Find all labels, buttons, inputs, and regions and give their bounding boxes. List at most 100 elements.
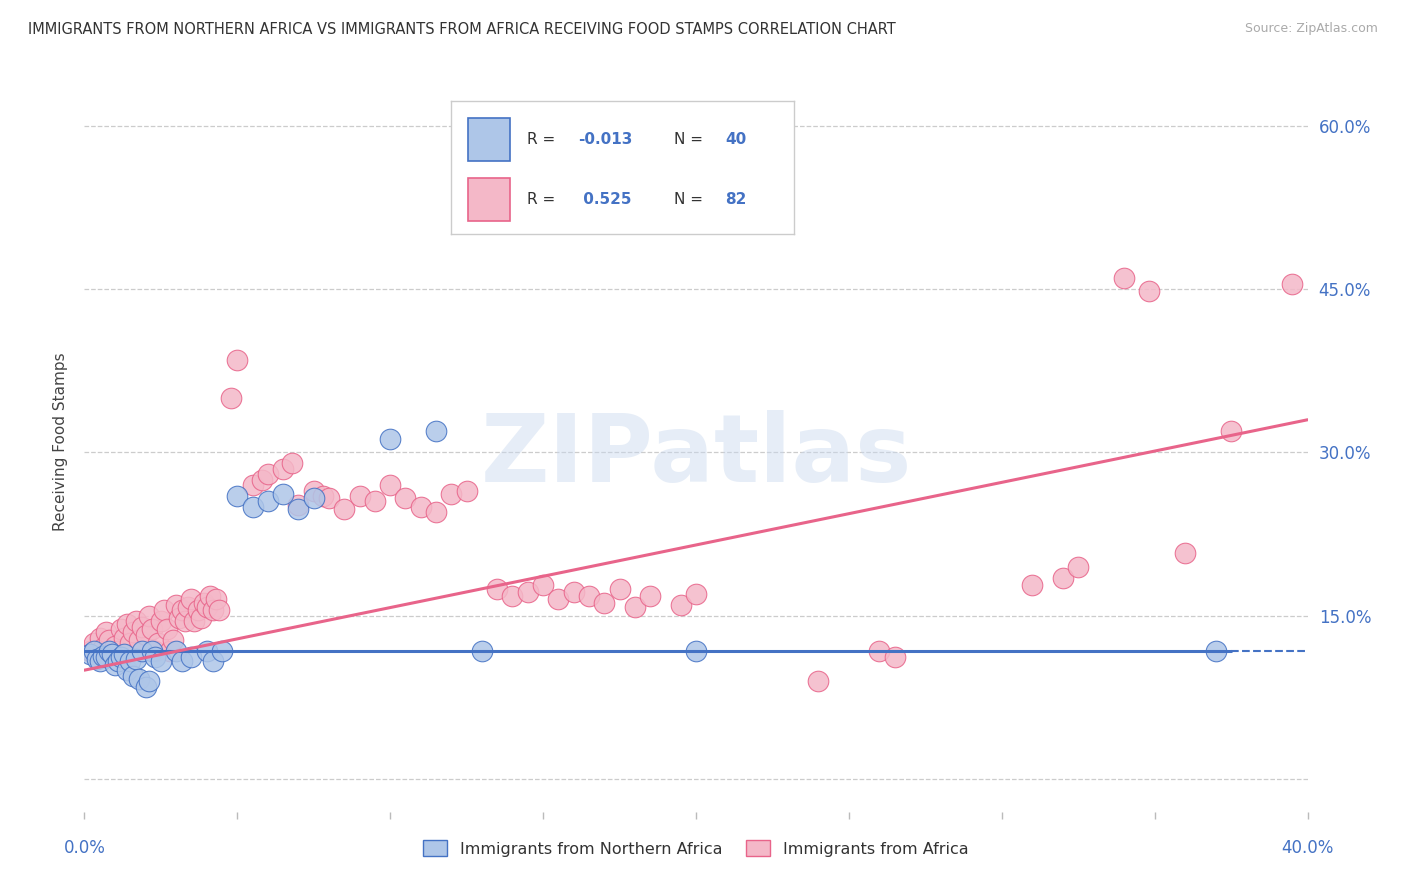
Legend: Immigrants from Northern Africa, Immigrants from Africa: Immigrants from Northern Africa, Immigra… [416,834,976,863]
Point [302,491,325,505]
Point [531,578,554,592]
Point [86,647,108,661]
Point [120,636,142,650]
Text: ZIPatlas: ZIPatlas [481,410,911,502]
Point [177,600,200,615]
Point [143,643,166,657]
Point [257,467,280,482]
Point [125,652,148,666]
Point [578,589,600,603]
Text: IMMIGRANTS FROM NORTHERN AFRICA VS IMMIGRANTS FROM AFRICA RECEIVING FOOD STAMPS : IMMIGRANTS FROM NORTHERN AFRICA VS IMMIG… [28,22,896,37]
Point [219,391,242,405]
Point [195,600,218,615]
Point [624,600,647,615]
Point [364,494,387,508]
Point [165,598,187,612]
Point [172,655,194,669]
Point [94,650,117,665]
Point [1174,546,1197,560]
Point [425,505,447,519]
Point [97,643,120,657]
Point [91,641,114,656]
Point [409,500,432,514]
Point [107,643,129,657]
Point [83,643,105,657]
Point [135,628,157,642]
Point [190,611,212,625]
Point [94,625,117,640]
Point [79,643,101,657]
Point [502,589,524,603]
Point [242,500,264,514]
Point [180,592,202,607]
Point [172,603,194,617]
Point [112,631,135,645]
Point [201,603,224,617]
Point [807,674,830,689]
Point [97,632,120,647]
Point [122,625,145,640]
Text: Source: ZipAtlas.com: Source: ZipAtlas.com [1244,22,1378,36]
Point [1137,285,1160,299]
Point [115,617,138,632]
Point [149,655,172,669]
Point [593,596,616,610]
Point [89,631,111,645]
Point [156,622,179,636]
Point [131,619,153,633]
Point [120,655,142,669]
Point [609,582,631,596]
Point [128,632,150,647]
Point [211,643,233,657]
Point [271,462,294,476]
Point [115,663,138,677]
Point [1114,271,1136,285]
Point [135,680,157,694]
Point [562,584,585,599]
Point [271,487,294,501]
Point [198,589,221,603]
Point [83,636,105,650]
Point [153,603,176,617]
Point [1021,578,1043,592]
Point [186,603,208,617]
Point [165,643,187,657]
Point [380,433,402,447]
Point [226,352,249,367]
Point [257,494,280,508]
Point [159,643,181,657]
Point [1281,277,1303,291]
Point [349,489,371,503]
Point [138,608,160,623]
Point [669,598,692,612]
Point [110,650,132,665]
Point [104,639,127,653]
Point [104,657,127,672]
Point [1067,559,1090,574]
Point [333,502,356,516]
Point [141,622,163,636]
Point [208,603,231,617]
Text: 40.0%: 40.0% [1281,839,1334,857]
Point [125,614,148,628]
Point [471,643,494,657]
Point [195,643,218,657]
Point [226,489,249,503]
Point [312,489,335,503]
Point [1052,571,1074,585]
Point [685,587,707,601]
Point [302,483,325,498]
Point [486,582,509,596]
Point [318,491,340,505]
Point [250,473,273,487]
Point [79,647,101,661]
Point [131,643,153,657]
Point [112,647,135,661]
Point [201,655,224,669]
Point [287,502,309,516]
Point [380,478,402,492]
Point [883,650,905,665]
Point [205,592,228,607]
Point [394,491,416,505]
Point [281,456,304,470]
